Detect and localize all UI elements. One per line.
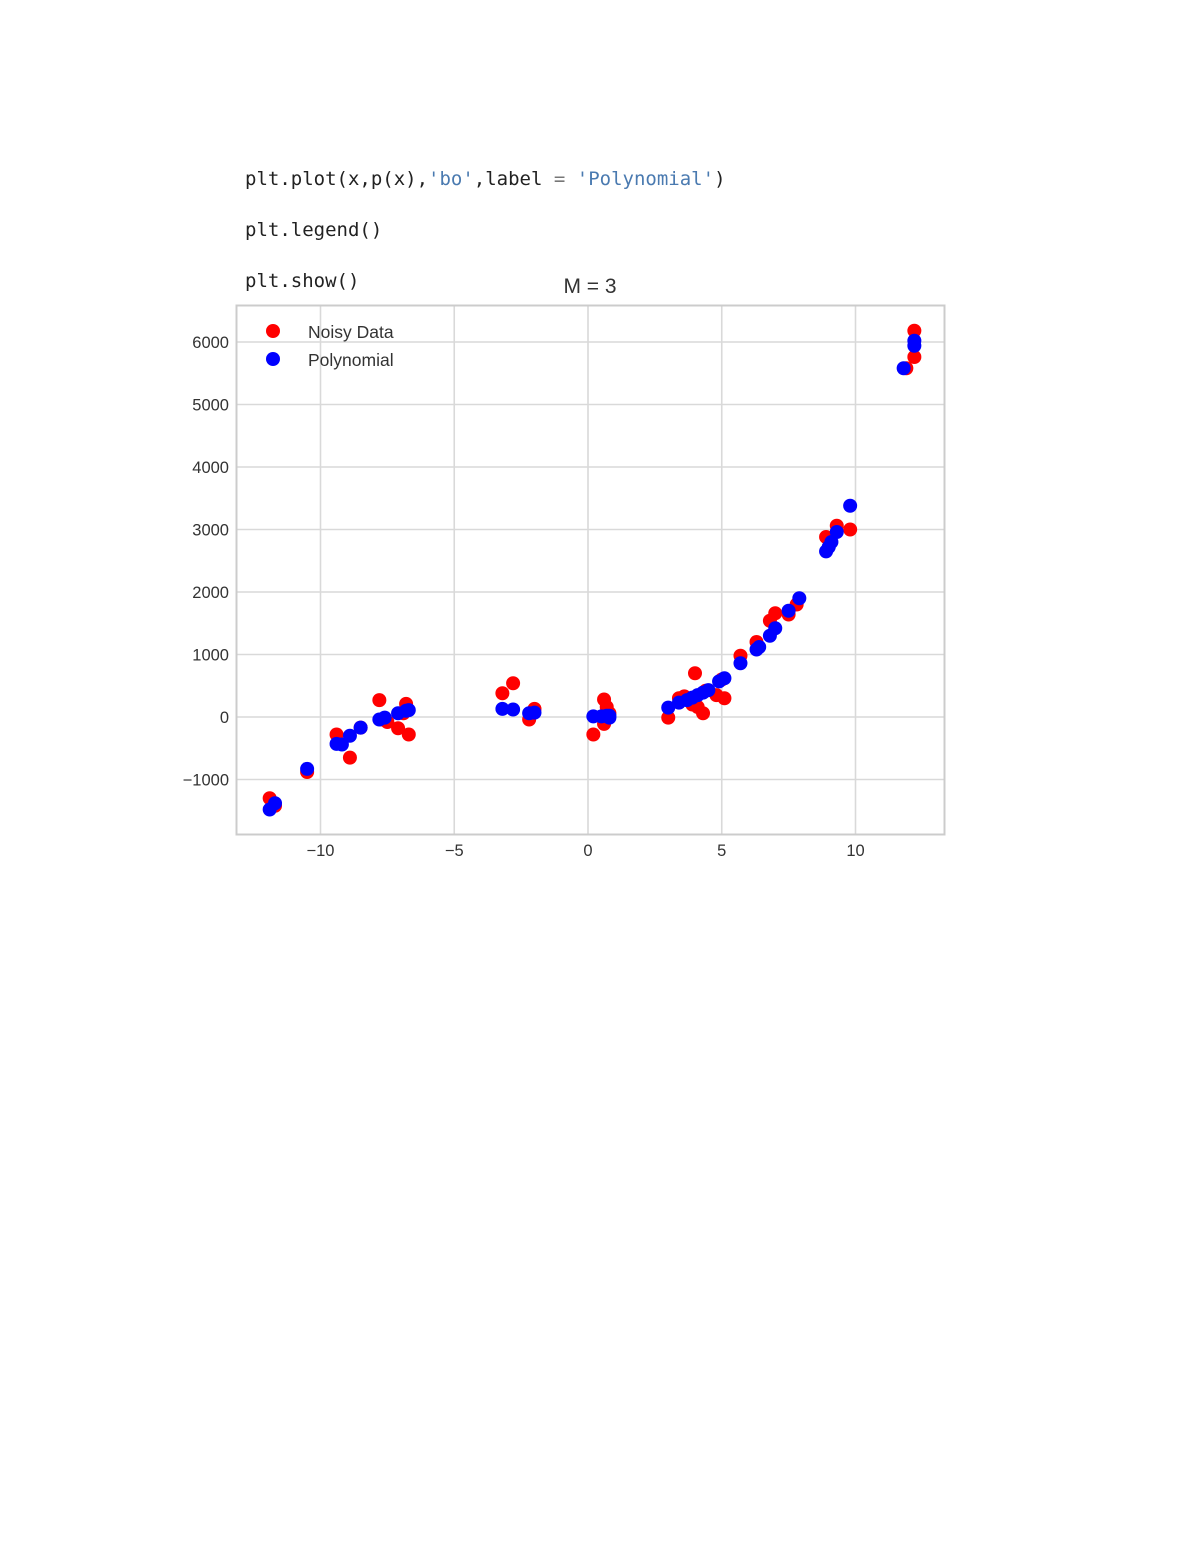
noisy-data-point (768, 606, 783, 621)
plot-frame (235, 304, 946, 836)
noisy-data-point (495, 686, 510, 701)
code-line-plot: plt.plot(x,p(x),'bo',label = 'Polynomial… (245, 167, 726, 190)
polynomial-point (602, 710, 617, 725)
y-tick-label: 3000 (192, 522, 229, 540)
polynomial-point (401, 703, 416, 718)
y-tick-label: 4000 (192, 459, 229, 477)
noisy-data-point (907, 350, 922, 364)
polynomial-point (661, 700, 676, 715)
scatter-chart: M = 3 −1000 0 1000 2000 3000 4000 5000 6000 −10… (183, 275, 946, 860)
data-points (262, 323, 922, 817)
noisy-data-point (688, 666, 702, 681)
polynomial-point (907, 333, 922, 348)
x-tick-label: 10 (846, 842, 864, 860)
y-tick-label: 2000 (192, 584, 229, 602)
polynomial-point (506, 702, 521, 717)
noisy-data-point (391, 721, 406, 736)
legend-label-poly: Polynomial (308, 350, 394, 370)
y-tick-label: 5000 (192, 397, 229, 415)
noisy-data-point (586, 727, 601, 742)
y-tick-label: 1000 (192, 647, 229, 665)
polynomial-point (781, 603, 796, 618)
noisy-data-point (907, 323, 922, 338)
noisy-data-point (372, 693, 387, 708)
polynomial-point (300, 761, 315, 776)
y-tick-label: −1000 (183, 772, 229, 790)
polynomial-point (768, 621, 783, 636)
legend-marker-noisy (266, 324, 280, 338)
polynomial-point (701, 683, 716, 698)
noisy-data-point (717, 691, 732, 706)
y-tick-label: 0 (220, 709, 229, 727)
polynomial-point (896, 361, 911, 376)
polynomial-point (342, 728, 357, 743)
x-tick-label: 0 (583, 842, 592, 860)
x-axis-ticks: −10 −5 0 5 10 (307, 842, 865, 860)
chart-title: M = 3 (563, 275, 616, 298)
code-line-show: plt.show() (245, 269, 360, 292)
code-line-legend: plt.legend() (245, 218, 383, 241)
y-tick-label: 6000 (192, 334, 229, 352)
x-tick-label: −5 (445, 842, 464, 860)
noisy-data-point (843, 522, 858, 537)
polynomial-point (733, 656, 748, 671)
noisy-data-point (696, 706, 711, 721)
polynomial-point (495, 701, 510, 716)
noisy-data-point (342, 750, 357, 765)
polynomial-point (353, 720, 368, 735)
polynomial-point (792, 591, 807, 606)
noisy-data-point (661, 710, 676, 725)
code-cell: plt.plot(x,p(x),'bo',label = 'Polynomial… (245, 141, 726, 320)
legend: Noisy Data Polynomial (266, 322, 394, 370)
noisy-data-point (506, 676, 521, 691)
legend-label-noisy: Noisy Data (308, 322, 394, 342)
y-axis-ticks: −1000 0 1000 2000 3000 4000 5000 6000 (183, 334, 229, 790)
x-tick-label: 5 (717, 842, 726, 860)
x-tick-label: −10 (307, 842, 335, 860)
polynomial-point (843, 498, 858, 513)
polynomial-point (717, 671, 732, 686)
polynomial-point (752, 640, 767, 654)
polynomial-point (829, 525, 844, 539)
grid-lines (237, 306, 944, 834)
noisy-data-point (401, 727, 416, 742)
polynomial-point (377, 710, 392, 725)
legend-marker-poly (266, 352, 280, 366)
polynomial-point (268, 796, 283, 811)
polynomial-point (527, 705, 542, 720)
